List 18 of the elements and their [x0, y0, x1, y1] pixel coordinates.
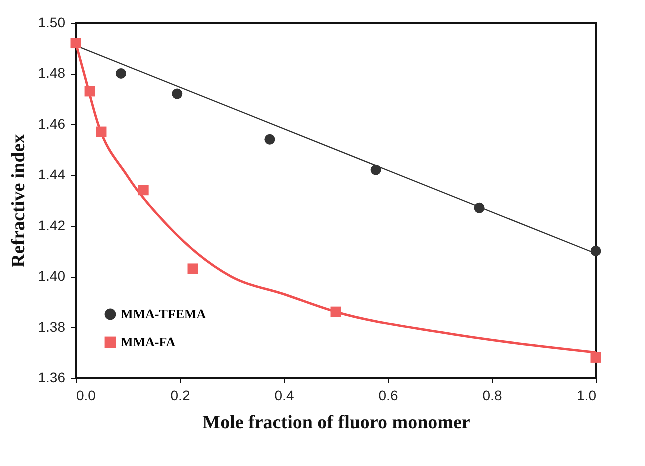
y-tick-label: 1.36 — [38, 370, 66, 386]
y-tick-label: 1.40 — [38, 268, 66, 284]
x-axis-title: Mole fraction of fluoro monomer — [202, 412, 471, 434]
x-tick-label: 1.0 — [577, 388, 597, 404]
y-tick-label: 1.50 — [38, 14, 66, 30]
x-tick-label: 0.6 — [378, 388, 398, 404]
y-tick-label: 1.46 — [38, 116, 66, 132]
y-tick-label: 1.38 — [38, 318, 66, 335]
x-tick-label: 0.8 — [482, 388, 502, 404]
legend-label: MMA-FA — [121, 334, 176, 350]
y-axis-title: Refractive index — [8, 134, 30, 268]
x-tick-label: 0.0 — [76, 388, 96, 404]
y-tick-label: 1.44 — [38, 166, 66, 183]
y-tick-label: 1.48 — [38, 65, 66, 82]
y-tick-label: 1.42 — [38, 217, 66, 234]
x-tick-label: 0.4 — [274, 388, 294, 404]
legend-label: MMA-TFEMA — [121, 306, 207, 322]
x-tick-label: 0.2 — [170, 388, 190, 404]
